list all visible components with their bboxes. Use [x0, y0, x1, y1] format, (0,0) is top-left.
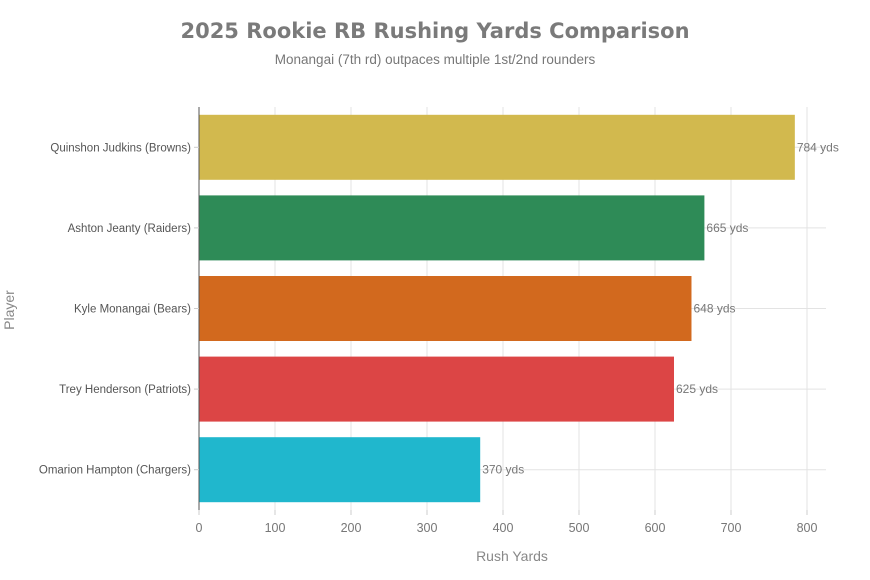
- data-label: 648 yds: [693, 302, 735, 316]
- x-tick-label: 100: [265, 521, 286, 535]
- category-label: Kyle Monangai (Bears): [74, 304, 191, 316]
- x-tick-label: 200: [341, 521, 362, 535]
- bar: [199, 195, 705, 261]
- bar: [199, 276, 692, 341]
- category-label: Quinshon Judkins (Browns): [50, 142, 191, 154]
- bar: [199, 437, 481, 503]
- category-label: Trey Henderson (Patriots): [59, 384, 191, 396]
- data-label: 665 yds: [706, 221, 748, 235]
- x-tick-label: 600: [645, 521, 666, 535]
- x-axis-label: Rush Yards: [476, 548, 548, 564]
- y-axis-label: Player: [1, 290, 17, 330]
- x-tick-label: 500: [569, 521, 590, 535]
- chart-subtitle: Monangai (7th rd) outpaces multiple 1st/…: [275, 52, 596, 67]
- data-label: 784 yds: [797, 140, 839, 154]
- data-label: 625 yds: [676, 382, 718, 396]
- x-tick-label: 800: [797, 521, 818, 535]
- x-tick-label: 700: [721, 521, 742, 535]
- category-label: Omarion Hampton (Chargers): [39, 465, 191, 477]
- bar: [199, 114, 795, 180]
- x-tick-label: 400: [493, 521, 514, 535]
- bar: [199, 356, 674, 422]
- chart-title: 2025 Rookie RB Rushing Yards Comparison: [180, 19, 689, 43]
- x-tick-label: 0: [196, 521, 203, 535]
- category-label: Ashton Jeanty (Raiders): [68, 223, 192, 235]
- data-label: 370 yds: [482, 463, 524, 477]
- x-tick-label: 300: [417, 521, 438, 535]
